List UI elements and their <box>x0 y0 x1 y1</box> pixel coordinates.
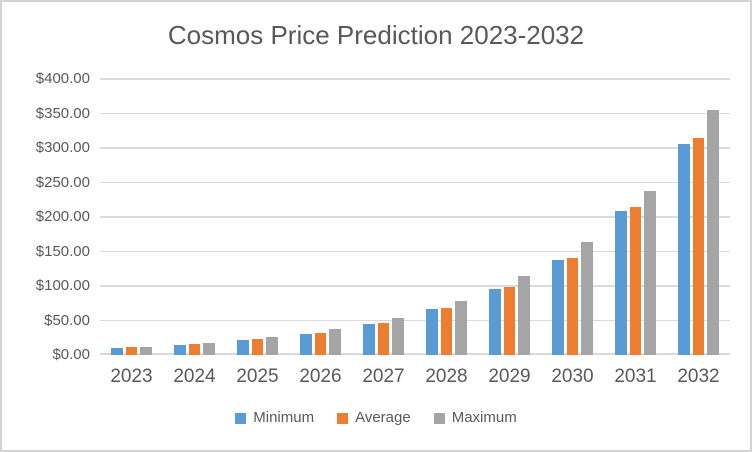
legend-label: Maximum <box>451 409 517 426</box>
bar-average-2029 <box>503 287 516 355</box>
legend-swatch-icon <box>235 412 247 424</box>
bar-maximum-2025 <box>266 337 278 355</box>
bar-group-2030 <box>541 79 604 355</box>
bar-minimum-2031 <box>615 211 627 355</box>
chart-title: Cosmos Price Prediction 2023-2032 <box>167 20 585 50</box>
x-tick-label: 2026 <box>299 366 342 387</box>
bar-maximum-2032 <box>707 110 719 355</box>
grid-line <box>100 181 730 184</box>
x-tick-label: 2029 <box>488 366 531 387</box>
grid-line <box>100 216 730 218</box>
bar-group-2026 <box>289 79 352 355</box>
bar-average-2023 <box>125 347 138 355</box>
plot-area <box>100 78 730 355</box>
legend-label: Minimum <box>253 409 315 426</box>
bar-maximum-2026 <box>329 329 341 355</box>
bar-maximum-2031 <box>644 191 656 355</box>
bar-minimum-2023 <box>111 348 123 355</box>
bar-minimum-2027 <box>363 324 375 355</box>
y-tick-label: $50.00 <box>44 311 90 329</box>
bar-maximum-2029 <box>518 276 530 355</box>
y-tick-label: $100.00 <box>35 277 90 294</box>
bar-average-2024 <box>188 344 201 355</box>
grid-line <box>100 319 730 322</box>
y-tick-label: $0.00 <box>52 346 90 363</box>
grid-line <box>100 112 730 115</box>
grid-line <box>100 285 730 287</box>
grid-line <box>100 78 730 80</box>
bar-group-2027 <box>352 79 415 355</box>
bar-maximum-2030 <box>581 242 593 355</box>
bar-group-2023 <box>100 79 163 355</box>
legend-item-minimum: Minimum <box>235 409 314 427</box>
y-tick-label: $350.00 <box>35 104 90 122</box>
legend-swatch-icon <box>433 412 445 424</box>
bar-minimum-2032 <box>678 144 690 355</box>
y-tick-label: $150.00 <box>35 242 90 260</box>
bar-minimum-2029 <box>489 289 501 355</box>
bar-minimum-2026 <box>300 334 312 355</box>
x-tick-label: 2024 <box>173 366 216 387</box>
x-tick-label: 2025 <box>236 366 279 387</box>
y-tick-label: $400.00 <box>35 70 90 87</box>
y-tick-label: $200.00 <box>35 208 90 225</box>
legend-item-maximum: Maximum <box>433 409 517 427</box>
x-tick-label: 2030 <box>551 366 594 387</box>
bar-average-2031 <box>629 207 642 355</box>
bar-maximum-2023 <box>140 347 152 355</box>
x-axis-labels: 2023 2024 2025 2026 2027 2028 2029 2030 2031 2032 <box>100 365 730 389</box>
grid-line <box>100 250 730 253</box>
bar-average-2027 <box>377 323 390 355</box>
legend-swatch-icon <box>337 412 349 424</box>
bar-group-2024 <box>163 79 226 355</box>
x-axis-line <box>100 353 730 355</box>
bar-average-2025 <box>251 339 264 355</box>
legend-item-average: Average <box>337 409 411 427</box>
bar-group-2025 <box>226 79 289 355</box>
bar-average-2026 <box>314 333 327 355</box>
x-tick-label: 2027 <box>362 366 405 387</box>
bar-maximum-2027 <box>392 318 404 355</box>
bar-minimum-2025 <box>237 340 249 355</box>
bar-minimum-2028 <box>426 309 438 355</box>
bar-group-2029 <box>478 79 541 355</box>
bar-average-2032 <box>692 138 705 355</box>
legend-label: Average <box>355 409 411 426</box>
bar-average-2030 <box>566 258 579 355</box>
bar-group-2028 <box>415 79 478 355</box>
bar-maximum-2028 <box>455 301 467 355</box>
bar-minimum-2030 <box>552 260 564 355</box>
bar-group-2031 <box>604 79 667 355</box>
bar-minimum-2024 <box>174 345 186 355</box>
y-tick-label: $300.00 <box>35 139 90 156</box>
x-tick-label: 2023 <box>110 366 153 387</box>
x-tick-label: 2028 <box>425 366 468 387</box>
bar-maximum-2024 <box>203 343 215 355</box>
y-tick-label: $250.00 <box>35 173 90 191</box>
bar-group-2032 <box>667 79 730 355</box>
bar-average-2028 <box>440 308 453 355</box>
legend: Minimum Average Maximum <box>2 409 750 427</box>
x-tick-label: 2031 <box>614 366 657 387</box>
grid-line <box>100 147 730 149</box>
x-tick-label: 2032 <box>677 366 720 387</box>
